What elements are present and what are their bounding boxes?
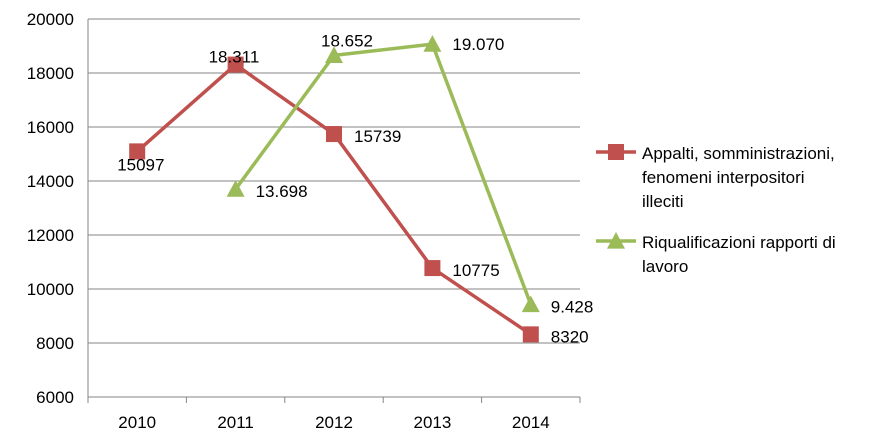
series-lines [129,35,540,343]
data-label: 19.070 [452,35,504,54]
gridlines [88,18,580,344]
data-label: 15739 [354,127,401,146]
legend: Appalti, somministrazioni, fenomeni inter… [596,144,836,276]
triangle-marker [226,180,245,197]
series-line-1 [136,62,532,336]
data-label: 15097 [117,155,164,174]
square-marker [522,326,539,343]
data-label: 18.311 [209,48,260,67]
legend-entry-text: Riqualificazioni rapporti di [642,233,836,252]
triangle-marker [423,35,442,52]
legend-entry-text: fenomeni interpositori [642,168,805,187]
triangle-marker [521,295,540,313]
data-label: 9.428 [551,297,594,316]
legend-marker-2 [607,232,625,249]
legend-entry-text: lavoro [642,257,688,276]
y-tick-label: 18000 [27,64,74,83]
y-tick-label: 8000 [36,334,74,353]
y-tick-label: 16000 [27,118,74,137]
y-tick-label: 14000 [27,172,74,191]
square-marker [227,56,244,73]
y-tick-label: 10000 [27,280,74,299]
series-line-2 [234,42,533,306]
data-label: 8320 [551,327,589,346]
x-tick-label: 2011 [217,413,254,432]
data-labels: 15097 18.311 15739 10775 8320 13.698 18.652 19.… [117,31,593,346]
y-tick-label: 20000 [27,10,74,29]
square-marker [129,143,146,160]
x-tick-label: 2012 [315,413,353,432]
square-marker [424,260,441,277]
x-tick-label: 2014 [512,413,550,432]
data-label: 10775 [452,261,499,280]
legend-entry-text: illeciti [642,192,684,211]
data-label: 18.652 [321,31,373,50]
legend-entry-text: Appalti, somministrazioni, [642,144,835,163]
square-marker [326,126,342,143]
triangle-marker [325,46,343,64]
y-tick-label: 12000 [27,226,74,245]
y-tick-label: 6000 [36,388,74,407]
data-label: 13.698 [256,182,308,201]
x-tick-label: 2010 [118,413,156,432]
axes: 6000 8000 10000 12000 14000 16000 18000 20000 20… [27,10,581,432]
x-tick-label: 2013 [413,413,451,432]
legend-marker-1 [608,144,624,160]
